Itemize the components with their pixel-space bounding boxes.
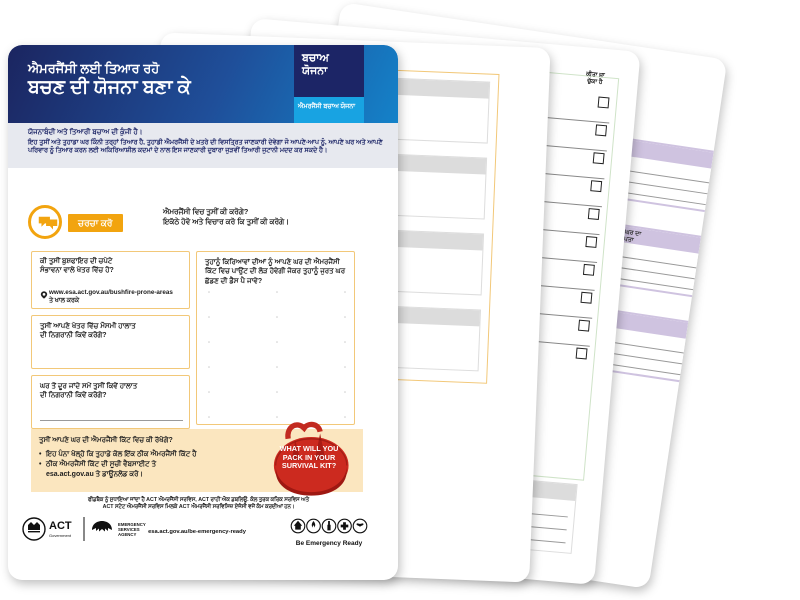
svg-text:AGENCY: AGENCY (118, 532, 137, 537)
svg-text:Government: Government (49, 533, 72, 538)
svg-text:Be Emergency Ready: Be Emergency Ready (296, 540, 363, 547)
svg-text:ACT: ACT (49, 520, 72, 532)
svg-text:esa.act.gov.au/be-emergency-re: esa.act.gov.au/be-emergency-ready (148, 529, 247, 535)
